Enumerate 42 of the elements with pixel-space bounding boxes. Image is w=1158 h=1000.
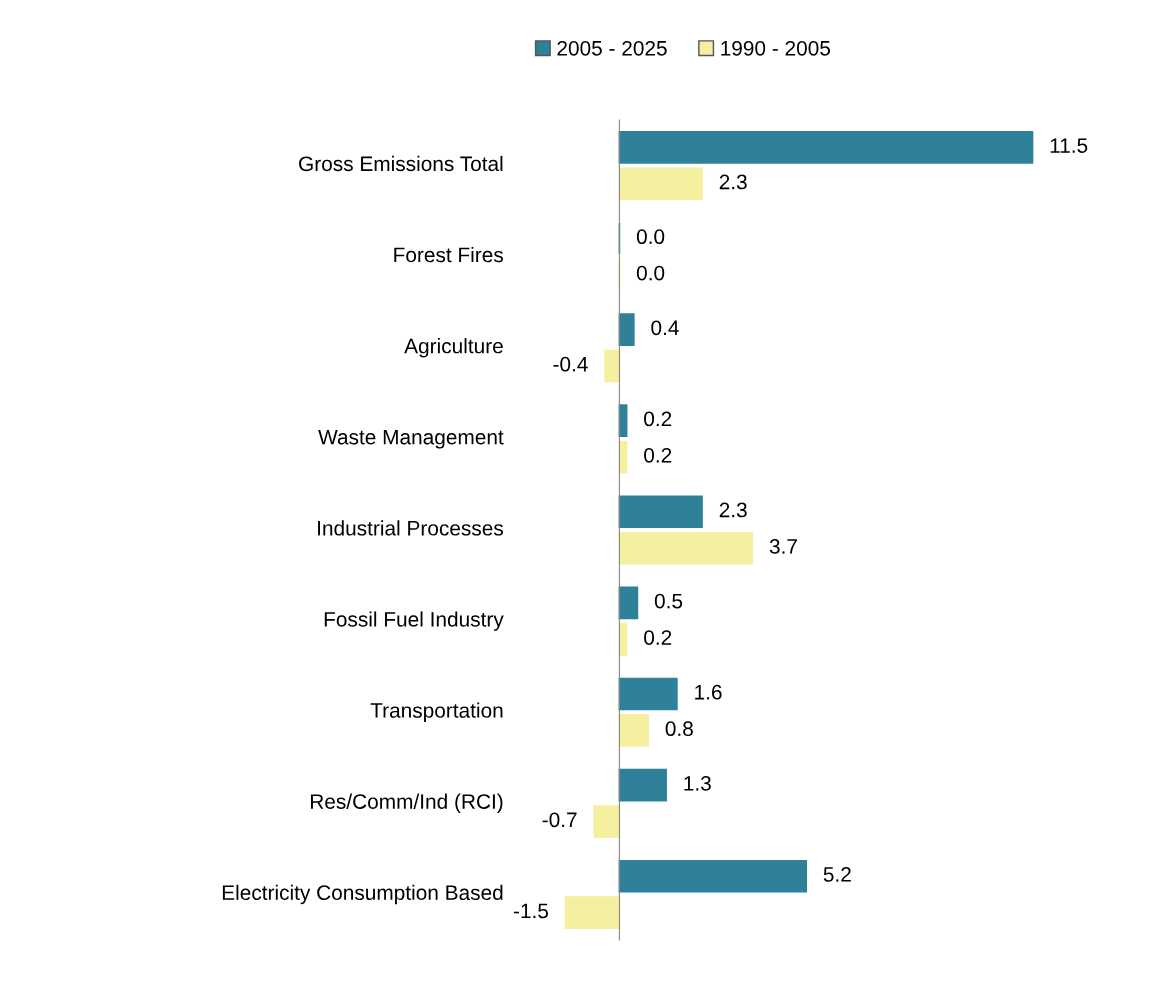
data-label: -0.7 (542, 812, 577, 828)
legend-label: 2005 - 2025 (557, 40, 667, 56)
data-label: 11.5 (1050, 138, 1088, 153)
y-tick-label: Electricity Consumption Based (222, 884, 503, 905)
y-tick-label: Fossil Fuel Industry (324, 611, 504, 631)
data-label: 0.0 (636, 229, 665, 245)
y-tick-label: Industrial Processes (318, 520, 503, 536)
bar (618, 677, 678, 711)
bar (604, 349, 621, 383)
bar (618, 131, 1034, 164)
bar (618, 531, 754, 565)
y-tick-label: Gross Emissions Total (299, 155, 503, 172)
bar (618, 313, 635, 346)
bar (618, 768, 667, 802)
data-label: -1.5 (513, 903, 549, 919)
y-tick-label: Res/Comm/Ind (RCI) (310, 793, 503, 814)
data-label: 5.2 (823, 867, 851, 882)
data-label: 0.0 (636, 265, 665, 281)
data-label: 3.7 (769, 539, 797, 554)
data-label: 0.8 (665, 721, 693, 737)
data-label: 0.2 (644, 447, 672, 463)
y-tick-label: Agriculture (404, 338, 503, 358)
bar (618, 167, 703, 201)
data-label: 0.5 (654, 593, 683, 609)
bar (618, 859, 808, 893)
y-tick-label: Transportation (370, 702, 503, 722)
bar (618, 714, 649, 747)
bar (618, 586, 639, 620)
data-label: 2.3 (719, 174, 747, 190)
y-tick-label: Waste Management (318, 429, 504, 449)
data-label: 0.2 (644, 411, 672, 427)
data-label: 1.3 (684, 775, 711, 791)
bar (618, 495, 703, 529)
legend-label: 1990 - 2005 (721, 40, 831, 56)
bar (593, 805, 621, 838)
data-label: 0.2 (644, 630, 672, 645)
data-label: -0.4 (553, 356, 588, 372)
data-label: 0.4 (651, 320, 679, 336)
y-tick-label: Forest Fires (394, 246, 503, 263)
data-label: 2.3 (719, 502, 747, 518)
data-label: 1.6 (695, 684, 722, 700)
bar (564, 896, 621, 929)
